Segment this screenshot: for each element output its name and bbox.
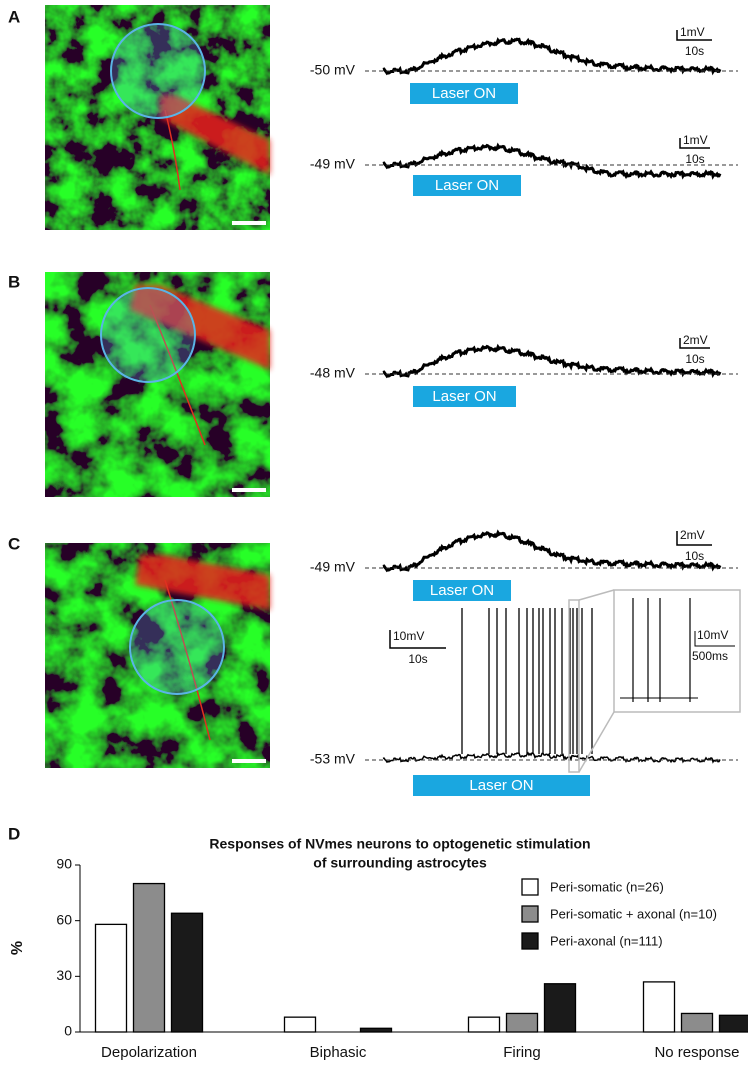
bar	[170, 912, 204, 1033]
scale-bar	[232, 488, 266, 492]
inset-frame	[613, 589, 741, 713]
x-tick-label: Firing	[503, 1044, 541, 1061]
pipette	[135, 555, 270, 610]
micrograph	[45, 543, 270, 768]
inset-scale-voltage: 10mV	[697, 628, 728, 642]
holding-potential: -53 mV	[310, 751, 356, 767]
y-tick-label: 30	[56, 967, 72, 983]
bar	[505, 1012, 539, 1033]
x-tick-label: Depolarization	[101, 1044, 197, 1061]
laser-bar	[413, 175, 521, 196]
y-tick-label: 0	[64, 1023, 72, 1039]
micrograph	[45, 272, 270, 497]
laser-label: Laser ON	[469, 777, 533, 794]
legend-swatch	[521, 932, 539, 950]
scale-bar	[676, 531, 712, 546]
laser-label: Laser ON	[435, 177, 499, 194]
zoom-line	[578, 589, 615, 601]
micrograph	[45, 5, 270, 230]
voltage-trace	[382, 37, 722, 76]
scale-time: 10s	[685, 44, 704, 58]
legend-swatch	[521, 878, 539, 896]
scale-time: 10s	[685, 549, 704, 563]
x-tick-label: Biphasic	[310, 1044, 367, 1061]
inset-scale-time: 500ms	[692, 649, 728, 663]
scale-bar	[676, 30, 712, 41]
inset-scale-bar	[694, 631, 735, 647]
voltage-trace	[382, 529, 722, 573]
scale-bar	[232, 221, 266, 225]
scale-bar	[679, 138, 710, 149]
pipette	[160, 95, 270, 175]
holding-potential: -49 mV	[310, 156, 356, 172]
laser-bar	[413, 775, 590, 796]
panel-label: C	[8, 534, 20, 553]
legend-label: Peri-axonal (n=111)	[550, 933, 663, 948]
bar	[543, 983, 577, 1033]
legend-label: Peri-somatic (n=26)	[550, 879, 664, 894]
laser-label: Laser ON	[432, 388, 496, 405]
y-axis-label: %	[9, 941, 26, 955]
holding-potential: -50 mV	[310, 62, 356, 78]
scale-bar	[232, 759, 266, 763]
stimulation-area	[110, 23, 206, 119]
scale-time: 10s	[685, 352, 704, 366]
scale-voltage: 2mV	[683, 333, 708, 347]
laser-bar	[413, 386, 516, 407]
x-tick-label: No response	[654, 1044, 739, 1061]
voltage-trace	[382, 343, 722, 379]
laser-label: Laser ON	[430, 582, 494, 599]
chart-title: of surrounding astrocytes	[313, 855, 487, 871]
y-tick-label: 60	[56, 911, 72, 927]
voltage-trace	[382, 751, 721, 764]
holding-potential: -48 mV	[310, 365, 356, 381]
panel-label: B	[8, 272, 20, 291]
bar	[132, 882, 166, 1033]
bar	[94, 923, 128, 1033]
bar	[283, 1016, 317, 1033]
chart-title: Responses of NVmes neurons to optogeneti…	[209, 836, 590, 852]
scale-voltage: 1mV	[680, 25, 705, 39]
scale-bar	[679, 338, 710, 349]
bar	[680, 1012, 714, 1033]
legend-label: Peri-somatic + axonal (n=10)	[550, 906, 717, 921]
axon	[149, 304, 206, 446]
zoom-region	[568, 599, 580, 773]
panel-label: D	[8, 824, 20, 843]
bar	[359, 1027, 393, 1033]
stimulation-area	[129, 599, 225, 695]
bar	[642, 981, 676, 1033]
scale-voltage: 10mV	[393, 629, 424, 643]
stimulation-area	[100, 287, 196, 383]
scale-voltage: 1mV	[683, 133, 708, 147]
laser-label: Laser ON	[432, 85, 496, 102]
scale-time: 10s	[408, 652, 427, 666]
legend-swatch	[521, 905, 539, 923]
laser-bar	[413, 580, 511, 601]
voltage-trace	[382, 142, 722, 180]
bar	[718, 1014, 748, 1033]
pipette	[130, 285, 270, 370]
laser-bar	[410, 83, 518, 104]
zoom-line	[578, 711, 615, 773]
scale-bar	[389, 630, 446, 649]
scale-time: 10s	[685, 152, 704, 166]
scale-voltage: 2mV	[680, 528, 705, 542]
holding-potential: -49 mV	[310, 559, 356, 575]
bar	[467, 1016, 501, 1033]
y-tick-label: 90	[56, 856, 72, 872]
axon	[164, 579, 211, 741]
panel-label: A	[8, 7, 20, 26]
